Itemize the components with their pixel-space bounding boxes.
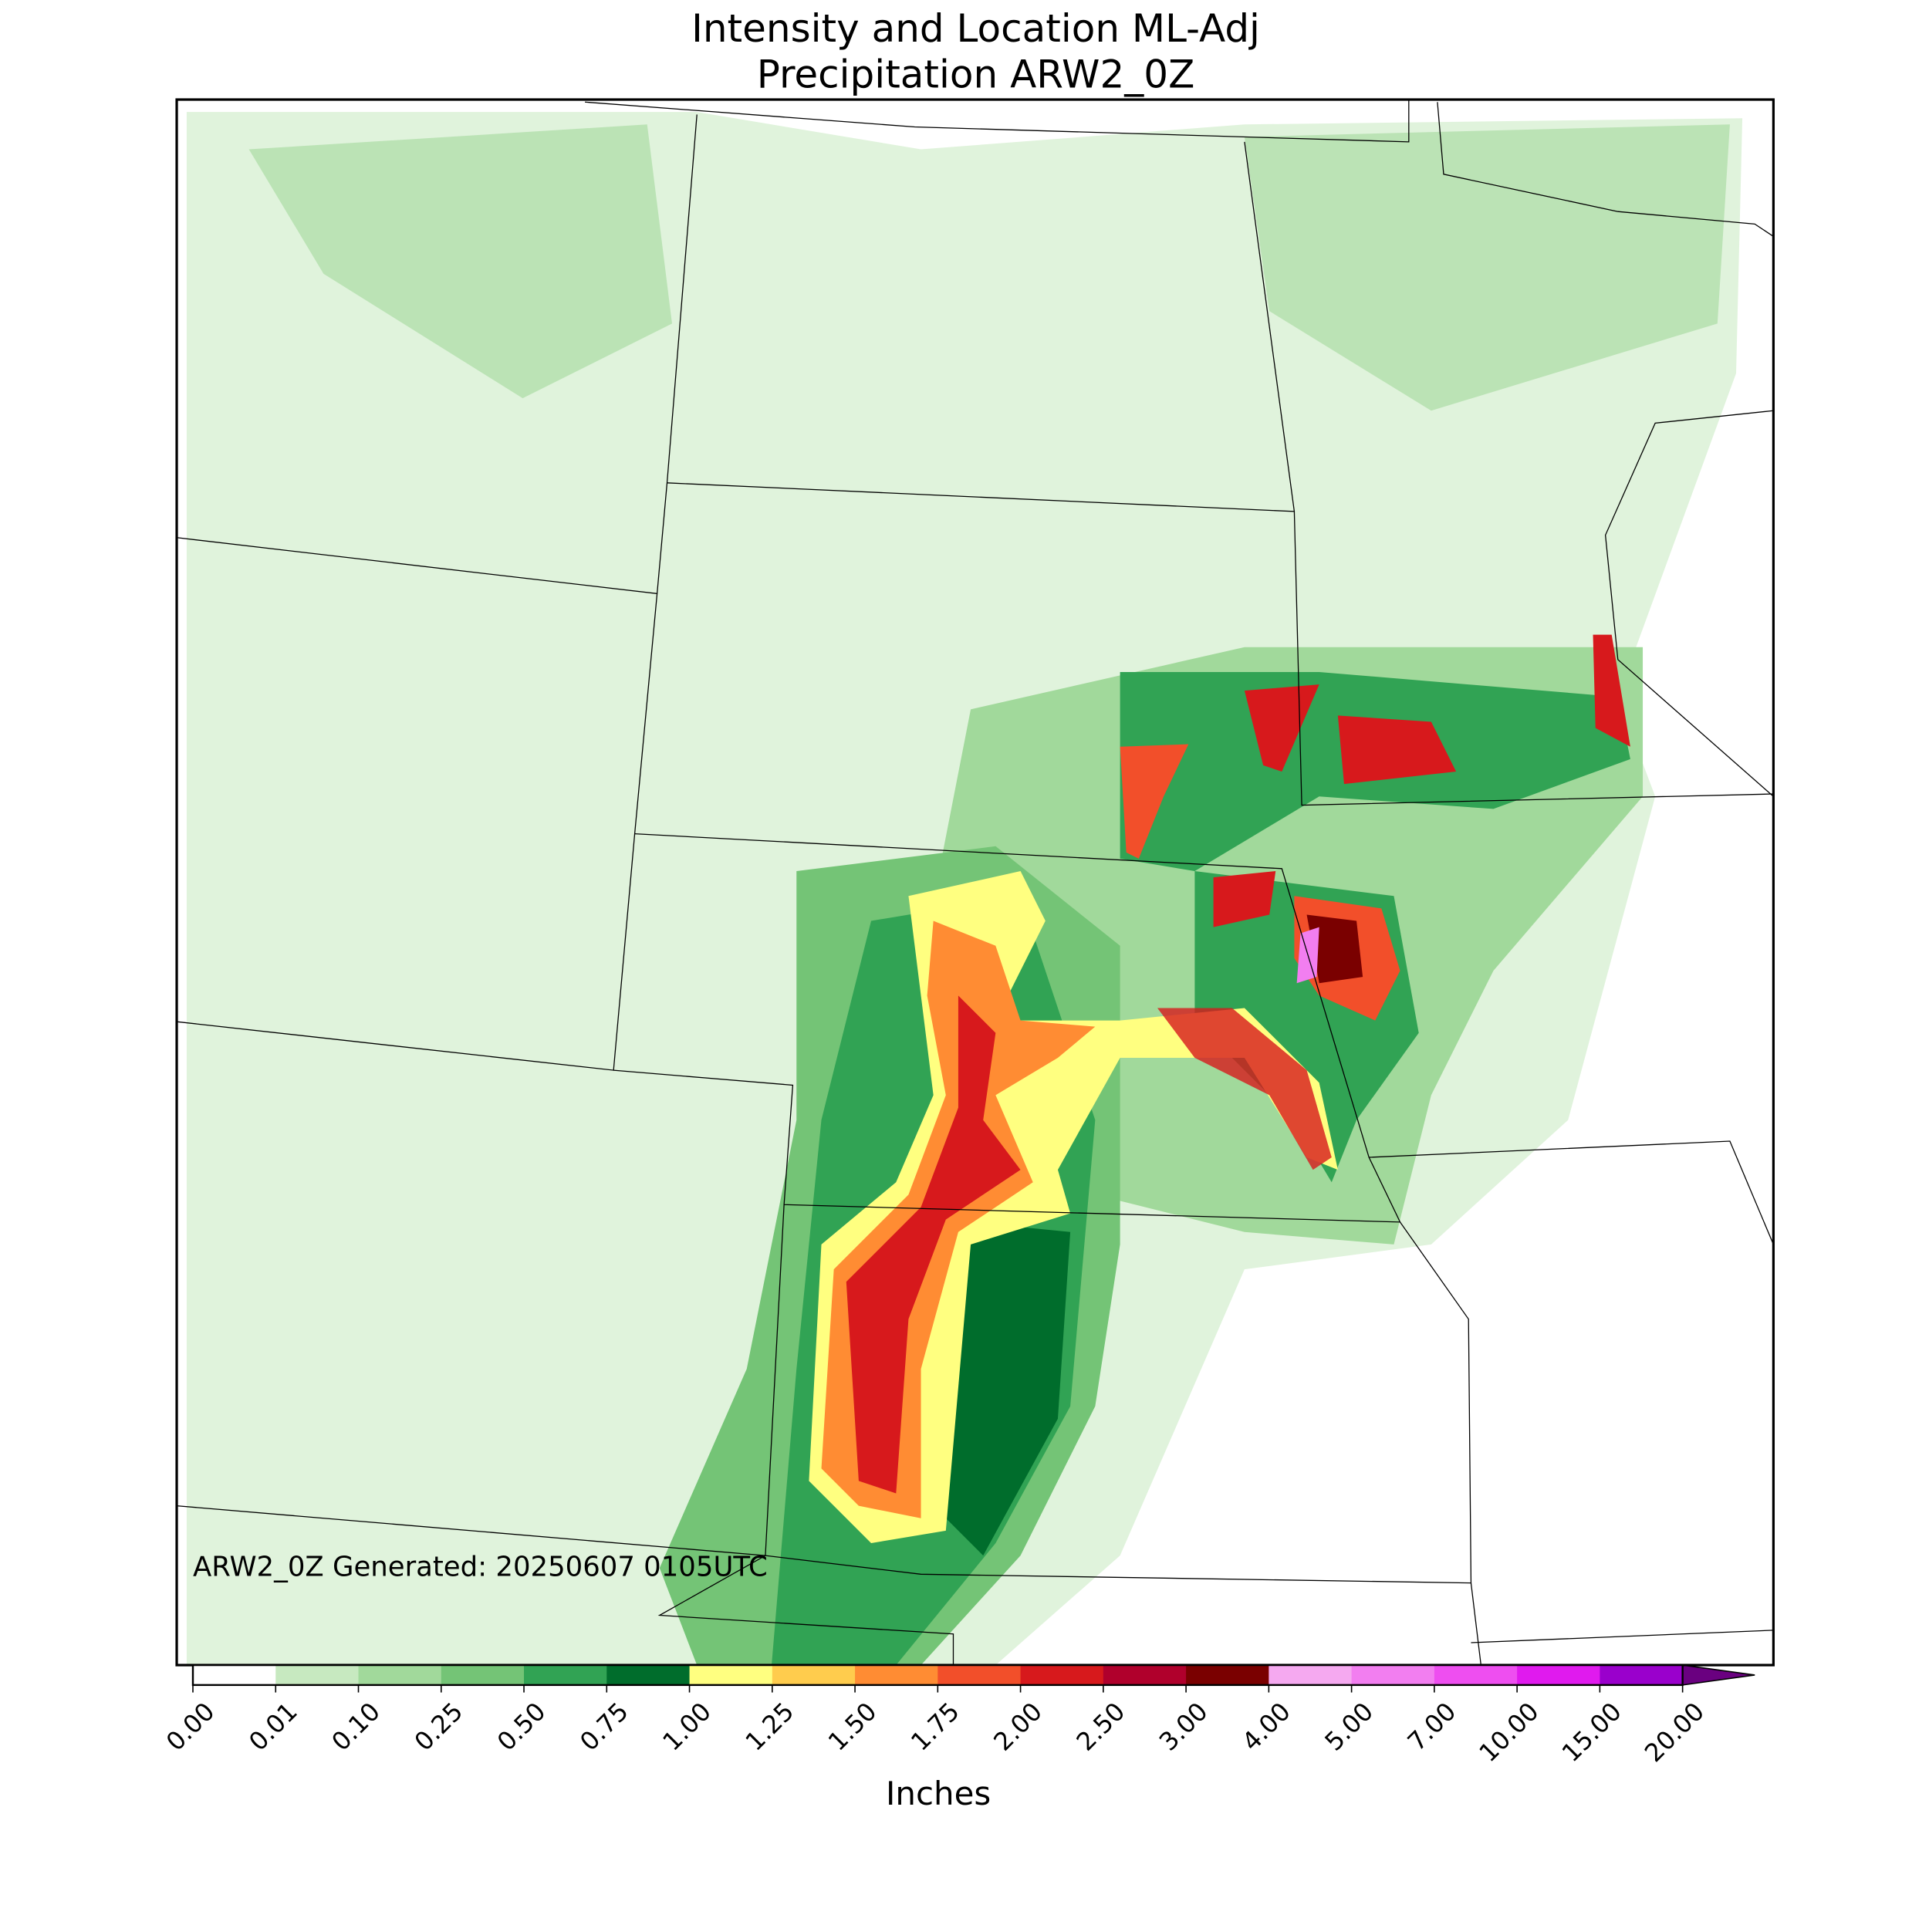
colorbar-box <box>441 1665 525 1685</box>
colorbar-box <box>275 1665 360 1685</box>
colorbar-label: Inches <box>886 1775 991 1812</box>
colorbar-box <box>1186 1665 1270 1685</box>
colorbar-tick-label: 0.75 <box>574 1697 634 1757</box>
colorbar-tick-label: 15.00 <box>1556 1697 1627 1768</box>
colorbar-box <box>1351 1665 1435 1685</box>
colorbar-frame <box>191 1663 1684 1687</box>
precip-area <box>1244 124 1730 411</box>
colorbar-box <box>855 1665 939 1685</box>
precip-area <box>1337 715 1457 785</box>
state-borders <box>176 100 1774 1666</box>
colorbar-box <box>1600 1665 1684 1685</box>
map: ARW2_0Z Generated: 20250607 0105UTC <box>175 98 1775 1667</box>
colorbar-box <box>606 1665 691 1685</box>
colorbar-tick-label: 2.50 <box>1071 1697 1131 1757</box>
colorbar-tick-label: 0.00 <box>160 1697 221 1757</box>
precip-area <box>846 995 1021 1494</box>
colorbar-tick-label: 10.00 <box>1474 1697 1545 1768</box>
subtitle: Precipitation ARW2_0Z <box>757 52 1195 97</box>
precip-area <box>1244 684 1319 772</box>
colorbar-box <box>193 1665 277 1685</box>
colorbar-tick-label: 20.00 <box>1639 1697 1710 1768</box>
colorbar-extend <box>1681 1664 1755 1686</box>
colorbar-tick-label: 5.00 <box>1319 1697 1379 1757</box>
colorbar-tick-label: 2.00 <box>988 1697 1048 1757</box>
colorbar-box <box>1269 1665 1353 1685</box>
colorbar-tick-label: 0.50 <box>492 1697 552 1757</box>
colorbar-box <box>1517 1665 1601 1685</box>
colorbar-box <box>524 1665 608 1685</box>
colorbar-tick-label: 4.00 <box>1236 1697 1296 1757</box>
title: Intensity and Location ML-Adj <box>691 6 1260 51</box>
precip-area <box>1213 871 1276 927</box>
colorbar-box <box>358 1665 442 1685</box>
precip-area <box>1120 744 1189 859</box>
colorbar-tick-label: 1.25 <box>740 1697 800 1757</box>
colorbar: 0.00 0.01 0.10 0.25 0.50 0.75 1.00 1.25 1.50 1.75… <box>160 1663 1755 1768</box>
precip-area <box>248 124 672 399</box>
colorbar-tick-label: 0.25 <box>409 1697 469 1757</box>
colorbar-box <box>772 1665 856 1685</box>
colorbar-tick-label: 1.75 <box>905 1697 965 1757</box>
precip-area <box>1593 634 1630 747</box>
colorbar-box <box>937 1665 1022 1685</box>
colorbar-box <box>1020 1665 1104 1685</box>
colorbar-tick-label: 7.00 <box>1402 1697 1462 1757</box>
colorbar-box <box>1434 1665 1518 1685</box>
colorbar-tick-label: 1.50 <box>823 1697 883 1757</box>
precip-area <box>1306 914 1363 984</box>
colorbar-tick-label: 0.10 <box>326 1697 386 1757</box>
colorbar-box <box>689 1665 773 1685</box>
precip-field <box>186 112 1743 1666</box>
colorbar-tick-label: 0.01 <box>243 1697 303 1757</box>
precip-area <box>1157 1008 1332 1170</box>
annotation: ARW2_0Z Generated: 20250607 0105UTC <box>193 1551 768 1582</box>
colorbar-tick-label: 3.00 <box>1154 1697 1214 1757</box>
colorbar-box <box>1103 1665 1187 1685</box>
colorbar-tick-label: 1.00 <box>657 1697 717 1757</box>
